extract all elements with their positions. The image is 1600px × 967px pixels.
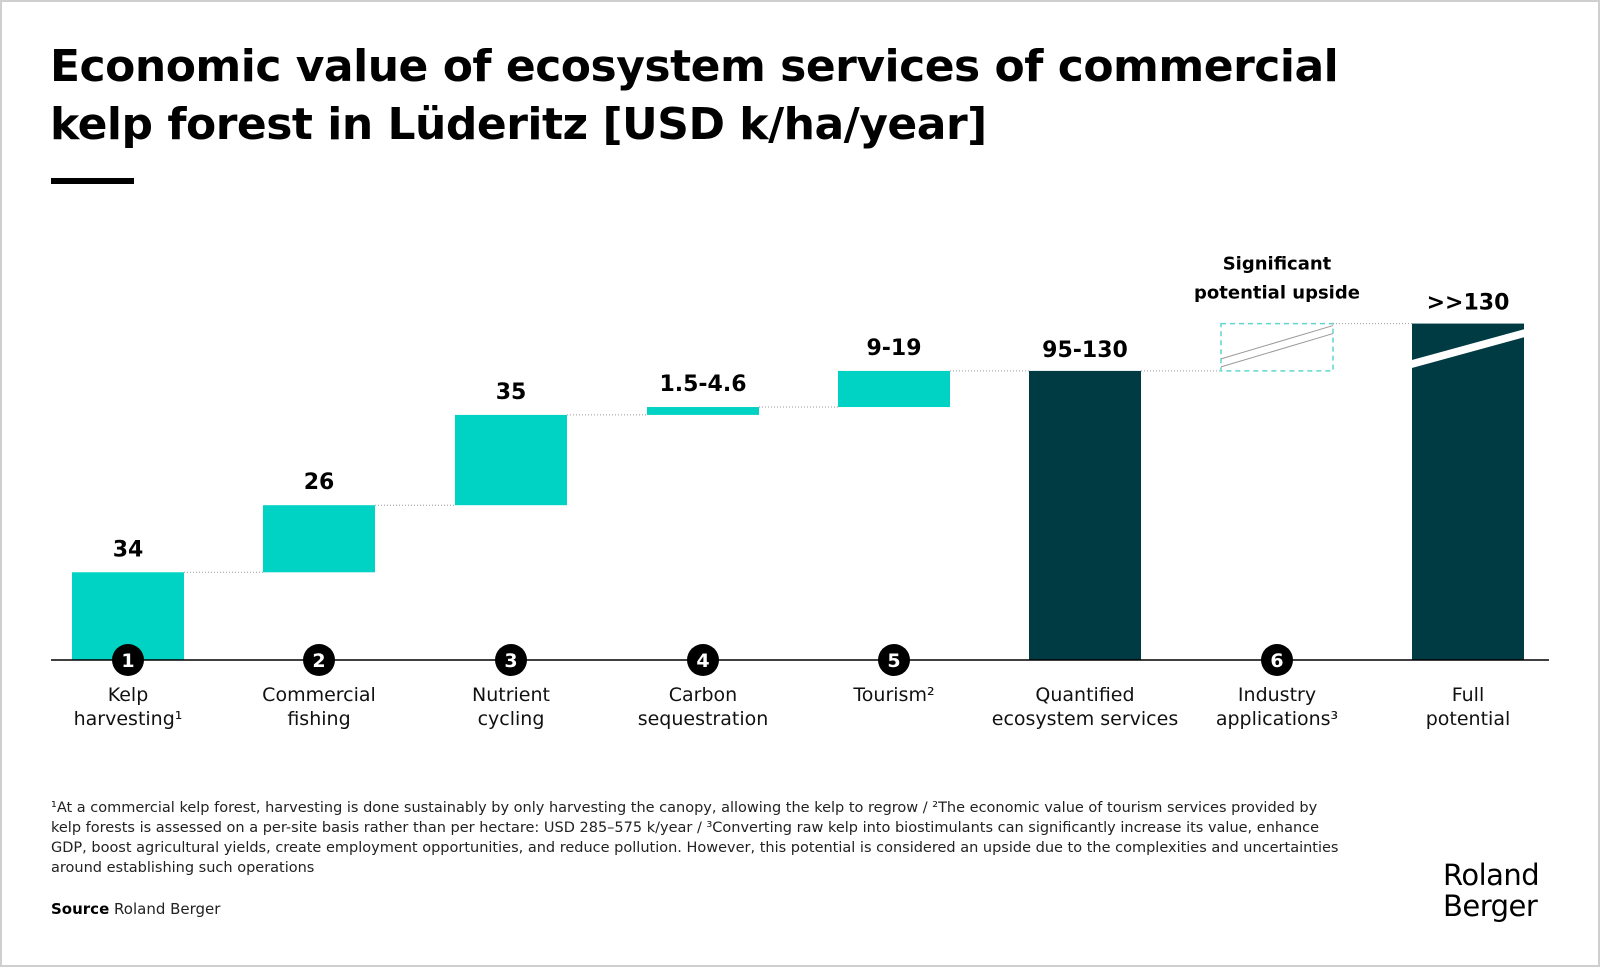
marker-number: 4 (696, 650, 709, 672)
value-label: 9-19 (866, 336, 921, 361)
bar-1 (263, 505, 375, 573)
source-label: Source (51, 900, 110, 918)
category-label: Industry (1238, 684, 1316, 706)
marker-circle (878, 644, 910, 676)
bar-2 (455, 414, 567, 506)
bar-5 (1029, 370, 1141, 660)
category-label: Commercial (262, 684, 376, 706)
marker-circle (495, 644, 527, 676)
category-label: cycling (478, 708, 545, 730)
marker-number: 5 (887, 650, 900, 672)
value-label: 26 (304, 470, 335, 495)
value-label: 35 (496, 380, 527, 405)
break-line (1220, 325, 1334, 360)
value-label: 1.5-4.6 (659, 372, 746, 397)
category-label: Carbon (669, 684, 737, 706)
logo-line-1: Roland (1443, 858, 1540, 892)
marker-circle (303, 644, 335, 676)
annotation-line: potential upside (1194, 283, 1360, 304)
source-line: Source Roland Berger (51, 900, 220, 918)
category-label: ecosystem services (992, 708, 1178, 730)
marker-circle (687, 644, 719, 676)
category-label: Tourism² (852, 684, 934, 706)
category-label: Full (1452, 684, 1485, 706)
marker-number: 2 (312, 650, 325, 672)
category-label: harvesting¹ (74, 708, 183, 730)
logo-line-2: Berger (1443, 889, 1538, 923)
page-title: Economic value of ecosystem services of … (50, 41, 1339, 150)
category-label: applications³ (1216, 708, 1338, 730)
break-mark (1406, 327, 1530, 370)
marker-number: 6 (1270, 650, 1283, 672)
bar-7 (1412, 323, 1524, 660)
category-label: fishing (287, 708, 350, 730)
annotation-line: Significant (1223, 254, 1332, 275)
roland-berger-logo: Roland Berger (1443, 858, 1540, 923)
value-label: >>130 (1427, 291, 1510, 316)
value-label: 95-130 (1042, 338, 1128, 363)
category-label: Nutrient (472, 684, 550, 706)
category-label: sequestration (638, 708, 769, 730)
bar-4 (838, 370, 950, 408)
break-line (1220, 333, 1334, 368)
value-label: 34 (113, 537, 144, 562)
category-label: Quantified (1035, 684, 1134, 706)
title-rule (51, 178, 134, 184)
category-label: potential (1426, 708, 1511, 730)
source-text: Roland Berger (114, 900, 221, 918)
category-label: Kelp (108, 684, 149, 706)
footnote: ¹At a commercial kelp forest, harvesting… (51, 800, 1339, 876)
bar-3 (647, 407, 759, 415)
marker-number: 3 (504, 650, 517, 672)
upside-box (1220, 322, 1334, 372)
marker-circle (112, 644, 144, 676)
marker-number: 1 (121, 650, 134, 672)
marker-circle (1261, 644, 1293, 676)
